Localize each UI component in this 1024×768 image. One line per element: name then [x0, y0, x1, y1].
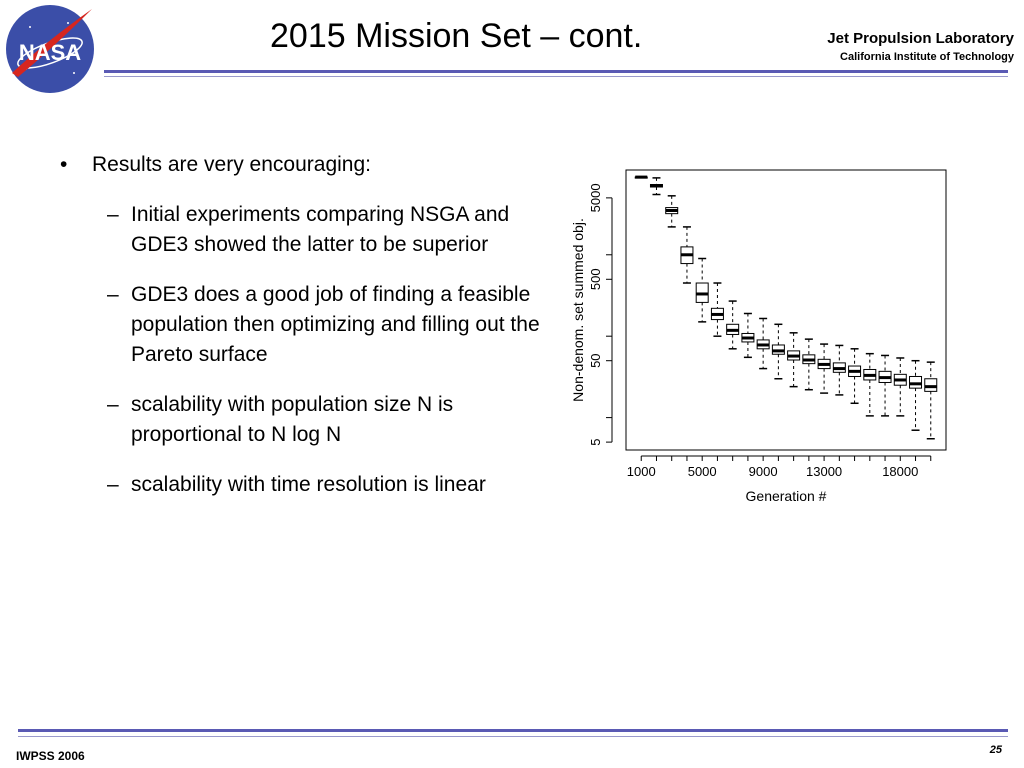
slide-title: 2015 Mission Set – cont.: [270, 17, 643, 55]
x-tick-label: 13000: [806, 464, 842, 479]
dash-marker: –: [107, 203, 119, 226]
main-bullet: • Results are very encouraging:: [56, 150, 556, 180]
x-tick-label: 18000: [882, 464, 918, 479]
y-tick-label: 5000: [588, 183, 603, 212]
organization-block: Jet Propulsion Laboratory California Ins…: [827, 30, 1014, 63]
sub-bullet: – Initial experiments comparing NSGA and…: [56, 200, 556, 260]
sub-bullet-text: scalability with time resolution is line…: [131, 473, 486, 496]
sub-bullet: – scalability with time resolution is li…: [56, 470, 556, 500]
x-tick-label: 9000: [749, 464, 778, 479]
x-tick-label: 1000: [627, 464, 656, 479]
y-tick-label: 50: [588, 353, 603, 367]
sub-bullet: – GDE3 does a good job of finding a feas…: [56, 280, 556, 370]
sub-bullet-text: Initial experiments comparing NSGA and G…: [131, 203, 510, 256]
x-tick-label: 5000: [688, 464, 717, 479]
footer-rule: [18, 729, 1008, 732]
sub-bullet: – scalability with population size N is …: [56, 390, 556, 450]
sub-bullet-text: scalability with population size N is pr…: [131, 393, 454, 446]
header-rule: [104, 70, 1008, 73]
sub-bullet-text: GDE3 does a good job of finding a feasib…: [131, 283, 540, 366]
footer-label: IWPSS 2006: [16, 749, 85, 763]
y-tick-label: 500: [588, 268, 603, 290]
bullet-list: • Results are very encouraging: – Initia…: [56, 150, 556, 500]
plot-frame: [625, 169, 947, 451]
logo-text: NASA: [19, 40, 81, 65]
page-number: 25: [989, 744, 1002, 756]
box: [924, 378, 938, 392]
dash-marker: –: [107, 283, 119, 306]
y-tick-label: 5: [588, 438, 603, 445]
org-subtitle: California Institute of Technology: [840, 51, 1014, 63]
bullet-marker: •: [60, 153, 68, 176]
box: [909, 375, 923, 389]
main-bullet-text: Results are very encouraging:: [92, 153, 371, 176]
org-name: Jet Propulsion Laboratory: [827, 30, 1014, 47]
boxplot-chart: 5 50 500 5000 1000 5000 9000 13000 18000 Non-den…: [570, 169, 947, 504]
logo-swoosh: [12, 9, 92, 77]
y-axis-label: Non-denom. set summed obj.: [570, 218, 586, 402]
footer-rule-thin: [18, 736, 1008, 737]
dash-marker: –: [107, 393, 119, 416]
x-axis-label: Generation #: [746, 488, 827, 504]
nasa-logo: NASA: [6, 5, 94, 93]
header-rule-thin: [104, 76, 1008, 77]
dash-marker: –: [107, 473, 119, 496]
